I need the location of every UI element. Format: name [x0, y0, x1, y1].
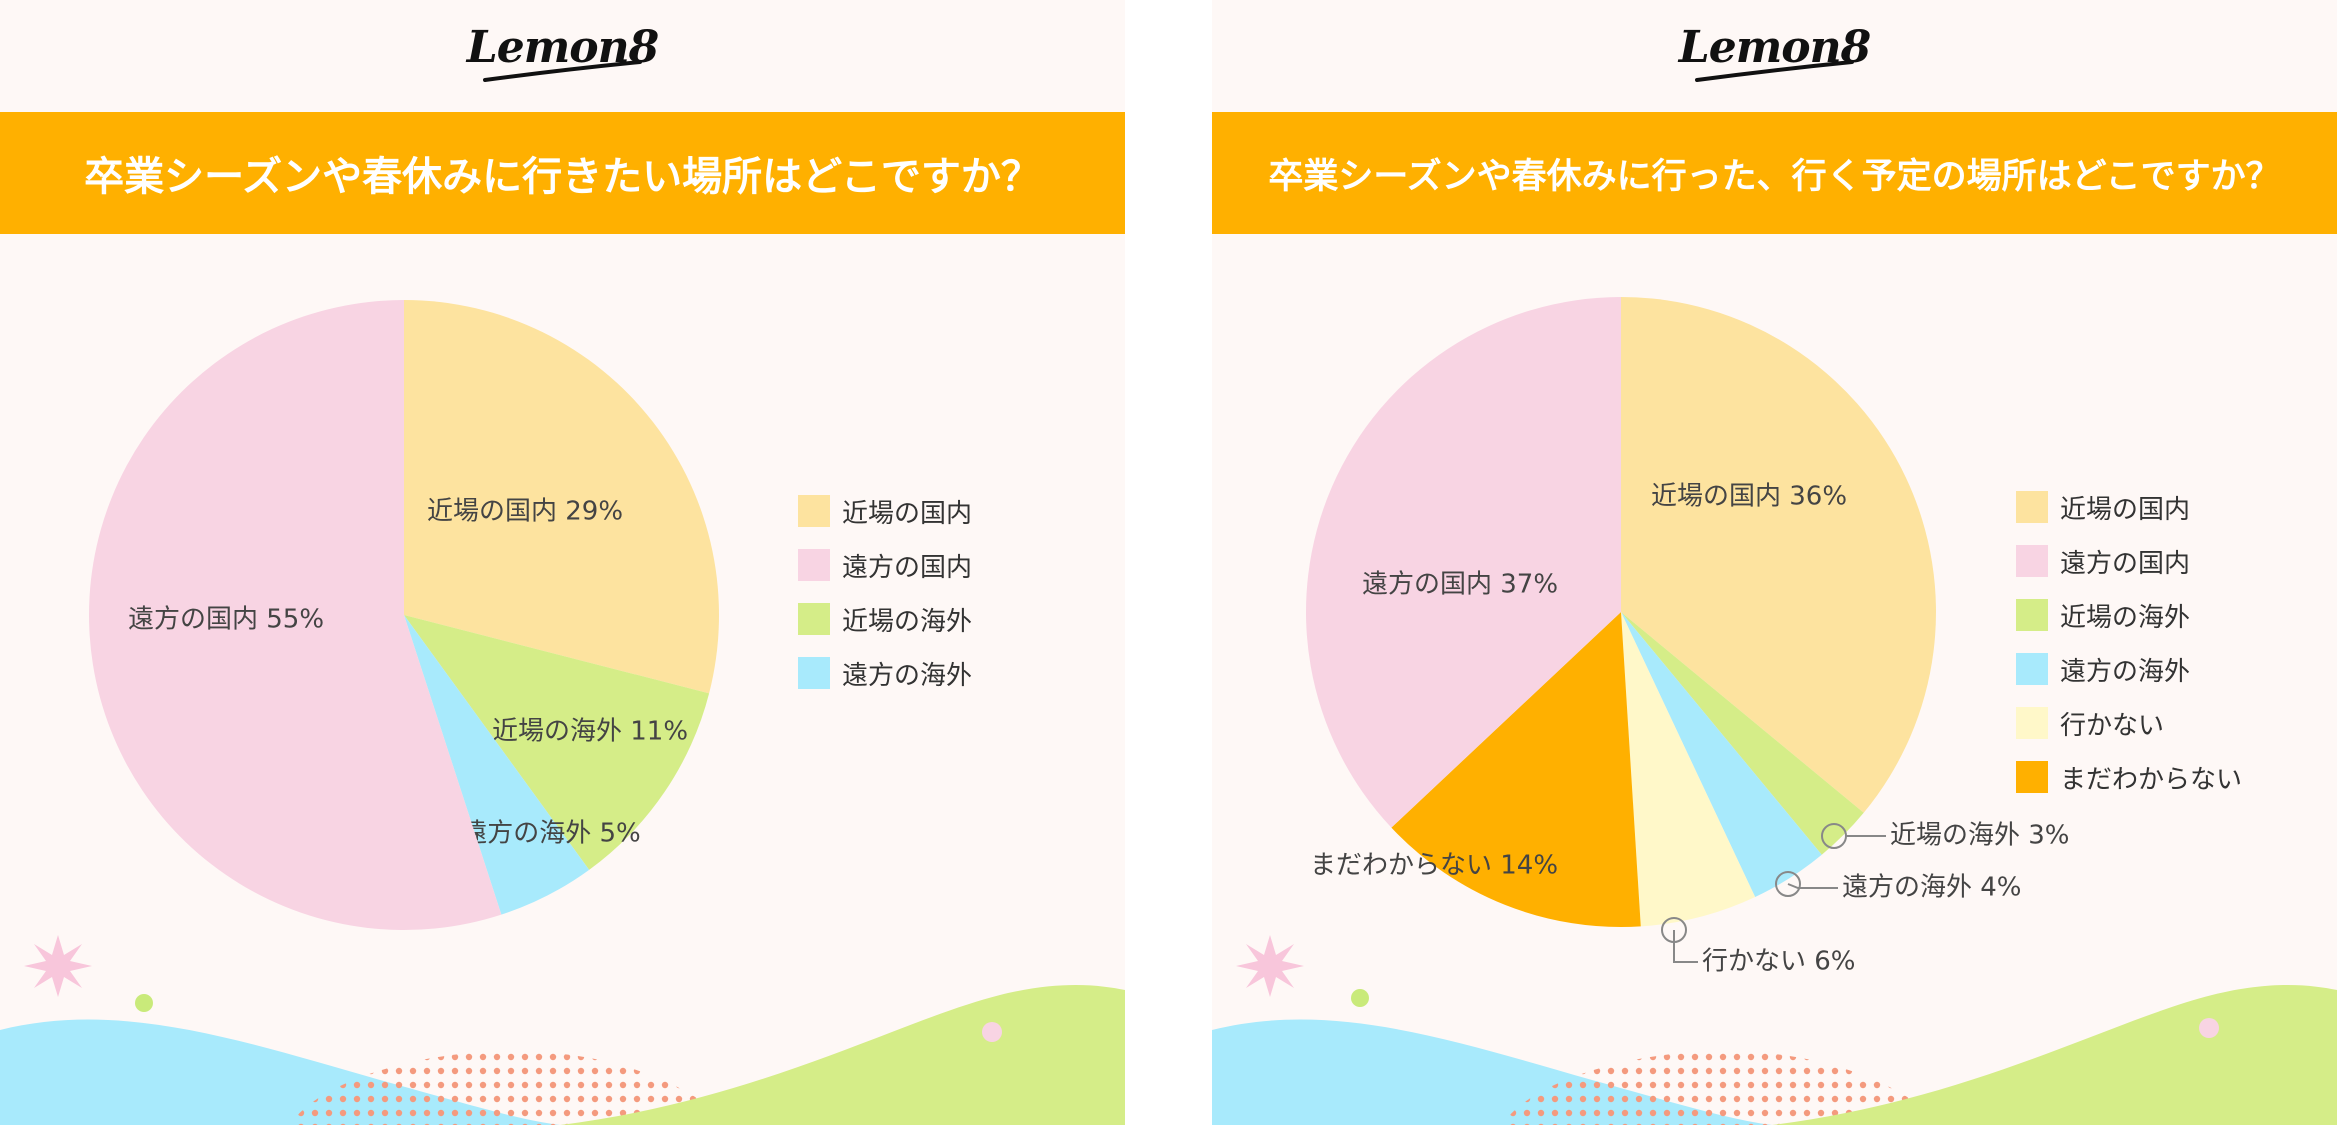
- chart-panel-left: Lemon8 卒業シーズンや春休みに行きたい場所はどこですか？ 近場の国内 29…: [0, 0, 1125, 1125]
- legend-item: 近場の国内: [798, 484, 972, 538]
- slice-data-label: 近場の海外 11%: [492, 717, 688, 747]
- legend-item: 遠方の海外: [798, 646, 972, 700]
- pie-chart-plan: 近場の国内 36% 近場の海外 3% 遠方の海外 4% 行かない 6% まだわからない …: [1306, 297, 2070, 977]
- chart-legend: 近場の国内 遠方の国内 近場の海外 遠方の海外: [798, 484, 972, 700]
- legend-item: 近場の国内: [2016, 480, 2242, 534]
- pie-slice: [404, 300, 720, 694]
- pie-chart-wish: 近場の国内 29% 近場の海外 11% 遠方の海外 5% 遠方の国内 55%: [89, 299, 720, 930]
- legend-swatch: [2016, 707, 2048, 739]
- pie-slice: [1621, 612, 1864, 855]
- pie-slice: [404, 615, 590, 915]
- slice-data-label: 近場の海外 3%: [1890, 821, 2070, 851]
- legend-item: まだわからない: [2016, 750, 2242, 804]
- legend-item: 行かない: [2016, 696, 2242, 750]
- pie-slice: [1621, 297, 1936, 813]
- label-leader-marker: [1775, 871, 1801, 897]
- legend-swatch: [798, 657, 830, 689]
- legend-item: 遠方の海外: [2016, 642, 2242, 696]
- chart-title: 卒業シーズンや春休みに行きたい場所はどこですか？: [0, 112, 1125, 234]
- legend-swatch: [2016, 653, 2048, 685]
- slice-data-label: 遠方の国内 37%: [1362, 570, 1558, 600]
- legend-label: 遠方の海外: [2060, 656, 2191, 687]
- legend-label: 近場の海外: [842, 606, 973, 637]
- pie-slice: [1621, 612, 1756, 927]
- slice-data-label: 近場の国内 36%: [1651, 482, 1847, 512]
- slice-data-label: まだわからない 14%: [1310, 851, 1558, 881]
- legend-label: 遠方の海外: [842, 660, 973, 691]
- logo-underline-swoosh: [483, 60, 642, 82]
- legend-label: 遠方の国内: [842, 552, 973, 583]
- logo-underline-swoosh: [1695, 60, 1854, 82]
- legend-label: 近場の国内: [2060, 494, 2191, 525]
- legend-swatch: [2016, 545, 2048, 577]
- legend-swatch: [798, 495, 830, 527]
- slice-data-label: 遠方の国内 55%: [128, 605, 324, 635]
- label-leader-line: [1787, 883, 1838, 889]
- decorative-background: [0, 935, 1125, 1125]
- legend-item: 近場の海外: [2016, 588, 2242, 642]
- chart-title: 卒業シーズンや春休みに行った、行く予定の場所はどこですか？: [1212, 112, 2337, 234]
- legend-swatch: [2016, 491, 2048, 523]
- pie-slice: [404, 615, 710, 870]
- legend-label: 近場の国内: [842, 498, 973, 529]
- legend-swatch: [2016, 599, 2048, 631]
- slice-data-label: 行かない 6%: [1702, 947, 1856, 977]
- legend-swatch: [2016, 761, 2048, 793]
- label-leader-marker: [1661, 917, 1687, 943]
- slice-data-label: 遠方の海外 5%: [461, 819, 641, 849]
- pie-slice: [89, 299, 502, 930]
- legend-label: まだわからない: [2060, 764, 2243, 795]
- legend-swatch: [798, 603, 830, 635]
- pie-slice: [1391, 612, 1641, 927]
- legend-item: 近場の海外: [798, 592, 972, 646]
- legend-label: 遠方の国内: [2060, 548, 2191, 579]
- chart-legend: 近場の国内 遠方の国内 近場の海外 遠方の海外 行かない まだわからない: [2016, 480, 2242, 804]
- legend-swatch: [798, 549, 830, 581]
- legend-item: 遠方の国内: [798, 538, 972, 592]
- legend-item: 遠方の国内: [2016, 534, 2242, 588]
- legend-label: 近場の海外: [2060, 602, 2191, 633]
- label-leader-marker: [1821, 823, 1847, 849]
- slice-data-label: 近場の国内 29%: [427, 497, 623, 527]
- chart-panel-right: Lemon8 卒業シーズンや春休みに行った、行く予定の場所はどこですか？ 近場の…: [1212, 0, 2337, 1125]
- pie-slice: [1306, 297, 1621, 828]
- slice-data-label: 遠方の海外 4%: [1842, 873, 2022, 903]
- pie-slice: [1621, 612, 1822, 898]
- decorative-background: [1212, 935, 2337, 1125]
- legend-label: 行かない: [2060, 710, 2165, 741]
- label-leader-line: [1673, 930, 1698, 963]
